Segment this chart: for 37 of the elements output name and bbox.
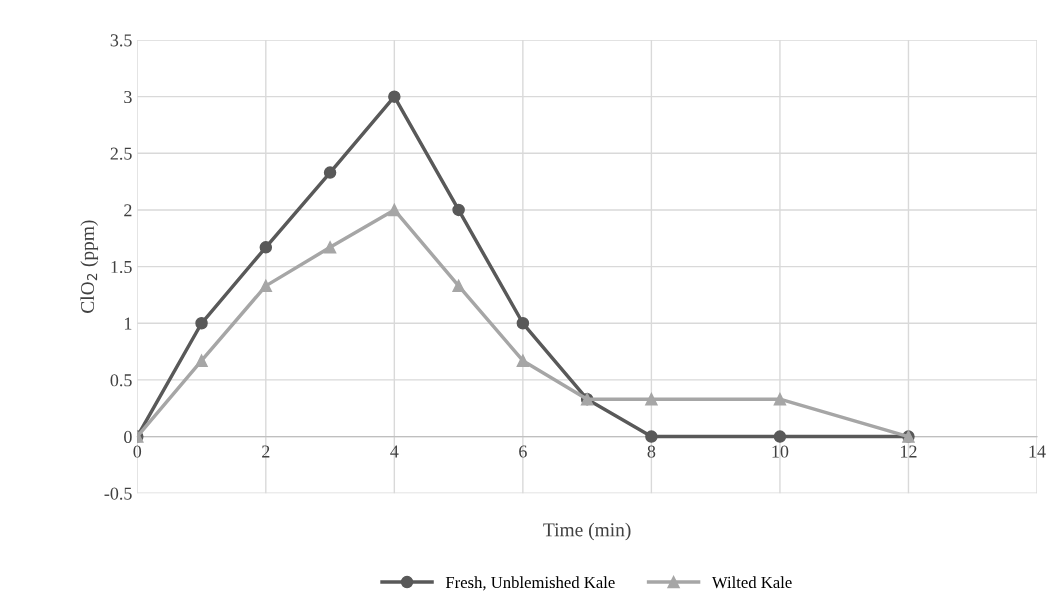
point (773, 392, 787, 406)
x-axis-title: Time (min) (543, 522, 631, 541)
y-tick-label: 2.5 (110, 147, 132, 160)
y-tick-label: 3 (124, 90, 132, 104)
point (645, 430, 658, 443)
point (516, 354, 530, 367)
legend-label: Wilted Kale (711, 576, 792, 589)
point (195, 317, 208, 330)
y-tick-label: 2 (124, 204, 132, 217)
point (195, 354, 208, 367)
y-axis-title: ClO$_{2}$ (ppm) (80, 220, 99, 313)
point (259, 279, 273, 293)
point (645, 392, 658, 406)
y-tick-label: 3.5 (110, 34, 132, 47)
point (452, 203, 465, 217)
y-tick-label: 1.5 (111, 260, 132, 274)
y-tick-label: 0.5 (110, 374, 132, 387)
x-tick-label: 14 (1029, 445, 1046, 458)
x-tick-label: 10 (772, 445, 789, 458)
x-tick-label: 4 (390, 445, 399, 458)
x-tick-label: 12 (901, 445, 917, 458)
point (323, 166, 337, 179)
x-tick-label: 0 (133, 445, 142, 458)
point (388, 203, 401, 217)
x-tick-label: 6 (519, 445, 527, 458)
point (773, 430, 787, 443)
point (452, 279, 465, 293)
point (388, 90, 401, 103)
y-tick-label: -0.5 (104, 487, 132, 500)
point (516, 317, 530, 330)
x-tick-label: 2 (262, 445, 270, 458)
y-tick-label: 1 (124, 317, 132, 330)
x-tick-label: 8 (647, 445, 656, 458)
point (259, 241, 273, 254)
y-tick-label: 0 (124, 430, 132, 444)
legend-label: Fresh, Unblemished Kale (445, 576, 615, 591)
point (323, 241, 337, 254)
